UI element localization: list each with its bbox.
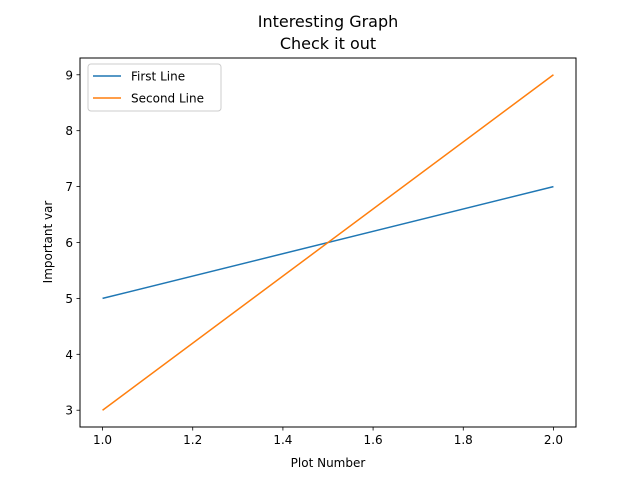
x-tick-label: 1.2	[183, 433, 202, 447]
y-tick-label: 5	[65, 292, 73, 306]
x-tick-label: 1.6	[364, 433, 383, 447]
chart-title: Interesting Graph	[258, 12, 399, 31]
y-tick-label: 3	[65, 404, 73, 418]
x-tick-label: 1.8	[454, 433, 473, 447]
x-tick-label: 2.0	[544, 433, 563, 447]
chart-subtitle: Check it out	[280, 34, 376, 53]
legend-label-1: First Line	[131, 70, 185, 84]
legend-box	[87, 63, 222, 112]
y-tick-label: 6	[65, 236, 73, 250]
y-tick-label: 9	[65, 68, 73, 82]
y-tick-label: 4	[65, 348, 73, 362]
series-line-2	[102, 74, 554, 411]
x-tick-label: 1.4	[273, 433, 292, 447]
series-layer	[102, 74, 554, 411]
legend-label-2: Second Line	[131, 92, 204, 106]
y-tick-label: 7	[65, 180, 73, 194]
y-axis-label: Important var	[41, 201, 55, 284]
x-tick-label: 1.0	[93, 433, 112, 447]
x-axis: 1.0 1.2 1.4 1.6 1.8 2.0	[93, 427, 563, 447]
x-axis-label: Plot Number	[291, 456, 366, 470]
legend: First Line Second Line	[87, 63, 222, 112]
y-tick-label: 8	[65, 124, 73, 138]
y-axis: 3 4 5 6 7 8 9	[65, 68, 80, 418]
